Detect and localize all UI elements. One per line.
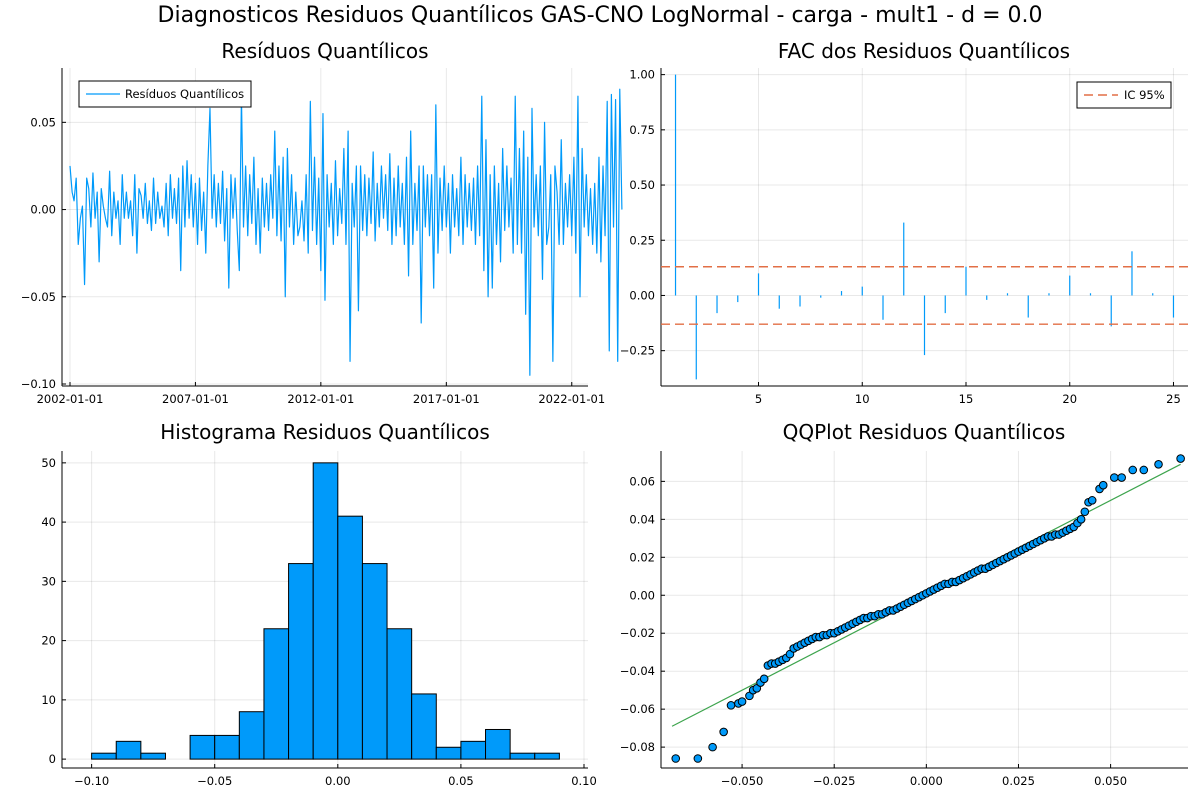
x-tick-label: −0.05 [197,774,232,788]
x-tick-label: 20 [1062,392,1077,406]
y-tick-label: 0.05 [30,115,56,129]
y-tick-label: −0.02 [620,626,655,640]
x-tick-label: 2012-01-01 [287,392,354,406]
qq-point [1098,480,1108,490]
y-tick-label: 0.02 [629,550,655,564]
y-tick-label: 0.04 [629,512,655,526]
qq-point [737,697,747,706]
y-tick-label: 0.50 [629,178,655,192]
panel-acf: FAC dos Residuos Quantílicos 5 10 15 20 25 1.… [620,39,1188,406]
y-tick-label: 0.00 [629,588,655,602]
x-tick-label: 0.05 [448,774,474,788]
legend-label: Resíduos Quantílicos [125,87,244,101]
y-tick-label: 40 [41,515,56,529]
histogram-bar [460,740,487,760]
x-tick-label: −0.050 [721,774,764,788]
x-tick-label: 10 [855,392,870,406]
qq-point [693,754,703,763]
y-tick-label: 0 [49,752,56,766]
x-tick-label: 0.000 [910,774,943,788]
qq-point [726,701,736,710]
y-tick-label: 50 [41,456,56,470]
histogram-bar [361,563,388,760]
y-tick-label: 0.75 [629,123,655,137]
qq-point [1117,473,1126,482]
qq-point [1128,465,1138,475]
legend-label: IC 95% [1124,88,1165,102]
qq-point [1080,507,1090,517]
histogram-bar [214,734,240,760]
qq-point [759,674,769,684]
x-tick-label: 15 [959,392,974,406]
x-tick-label: 5 [755,392,762,406]
x-tick-label: −0.025 [813,774,856,788]
qq-point [719,727,728,737]
y-tick-label: −0.08 [620,740,655,754]
y-tick-label: 10 [41,693,56,707]
x-tick-label: 0.10 [571,774,597,788]
panel-residuals-timeseries: Resíduos Quantílicos 2002-01-01 2007-01-0… [21,39,623,406]
qq-point [1139,465,1149,475]
histogram-bar [485,728,511,760]
legend: Resíduos Quantílicos [78,80,252,108]
histogram-bar [337,515,363,760]
histogram-bar [411,693,437,760]
y-tick-label: −0.10 [21,377,56,391]
y-tick-label: 0.00 [30,203,56,217]
panel-acf-title: FAC dos Residuos Quantílicos [778,39,1070,63]
qq-point [1176,454,1185,463]
x-tick-label: 0.025 [1002,774,1035,788]
x-tick-label: 2007-01-01 [162,392,229,406]
x-tick-label: 25 [1166,392,1181,406]
histogram-bar [435,746,462,760]
histogram-bar [312,462,339,760]
histogram-bar [288,563,314,760]
histogram-bar [534,752,560,760]
histogram-bar [386,628,413,760]
x-tick-label: 0.050 [1094,774,1127,788]
histogram-bar [509,752,536,760]
legend: IC 95% [1076,81,1172,109]
histogram-bar [115,740,142,760]
y-tick-label: 20 [41,634,56,648]
y-tick-label: 1.00 [629,68,655,82]
y-tick-label: −0.06 [620,702,655,716]
panel-histogram: Histograma Residuos Quantílicos −0.10 −0.… [41,420,596,788]
x-tick-label: 2022-01-01 [538,392,605,406]
y-tick-label: 30 [41,574,56,588]
panel-histogram-title: Histograma Residuos Quantílicos [160,420,490,444]
histogram-bar [263,628,290,760]
histogram-bar [140,752,166,760]
qq-point [1087,496,1097,505]
x-tick-label: −0.10 [74,774,109,788]
qq-point [1109,473,1119,482]
x-tick-label: 2002-01-01 [37,392,104,406]
panel-qqplot-title: QQPlot Residuos Quantílicos [783,420,1066,444]
qq-point [1076,515,1086,524]
histogram-bar [189,734,216,760]
y-tick-label: 0.00 [629,288,655,302]
y-tick-label: −0.25 [620,344,655,358]
y-tick-label: 0.06 [629,474,655,488]
x-tick-label: 0.00 [325,774,351,788]
panel-qqplot: QQPlot Residuos Quantílicos −0.050 −0.025… [620,420,1188,788]
y-tick-label: −0.04 [620,664,655,678]
x-tick-label: 2017-01-01 [413,392,480,406]
residuals-line [69,88,623,376]
figure-suptitle: Diagnosticos Residuos Quantílicos GAS-CN… [158,3,1043,28]
qq-point [708,742,717,752]
histogram-bar [91,752,117,760]
qq-point [1154,459,1163,469]
qq-point [671,754,681,763]
panel-residuals-title: Resíduos Quantílicos [221,39,428,63]
histogram-bar [238,711,265,760]
y-tick-label: 0.25 [629,233,655,247]
y-tick-label: −0.05 [21,290,56,304]
